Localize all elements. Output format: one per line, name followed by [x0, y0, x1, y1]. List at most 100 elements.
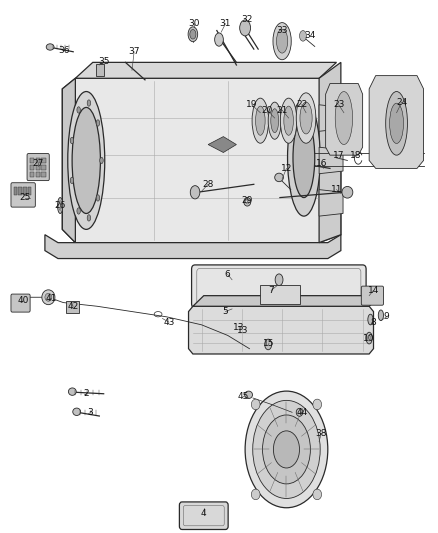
- Text: 41: 41: [46, 294, 57, 303]
- Text: 31: 31: [220, 19, 231, 28]
- Polygon shape: [62, 78, 75, 243]
- Text: 21: 21: [276, 106, 288, 115]
- Ellipse shape: [244, 198, 251, 206]
- Text: 7: 7: [268, 286, 274, 295]
- Bar: [30, 158, 35, 163]
- Bar: [30, 165, 35, 170]
- Ellipse shape: [68, 388, 76, 395]
- Text: 34: 34: [305, 31, 316, 41]
- Polygon shape: [319, 190, 343, 216]
- Text: 26: 26: [54, 201, 66, 210]
- FancyBboxPatch shape: [191, 265, 366, 308]
- Text: 22: 22: [296, 100, 307, 109]
- Text: 24: 24: [396, 98, 407, 107]
- Text: 5: 5: [223, 307, 228, 316]
- Polygon shape: [369, 76, 424, 168]
- Text: 2: 2: [84, 389, 89, 398]
- Text: 32: 32: [242, 15, 253, 25]
- Ellipse shape: [240, 20, 251, 36]
- Ellipse shape: [73, 408, 81, 416]
- Text: 33: 33: [276, 26, 288, 35]
- Ellipse shape: [42, 290, 55, 305]
- Text: 13: 13: [237, 326, 249, 335]
- Bar: [36, 158, 40, 163]
- Ellipse shape: [275, 173, 283, 182]
- Ellipse shape: [265, 339, 272, 350]
- Text: 37: 37: [128, 47, 140, 56]
- Text: 17: 17: [333, 151, 344, 160]
- FancyBboxPatch shape: [180, 502, 228, 529]
- Text: 25: 25: [20, 193, 31, 202]
- Text: 10: 10: [364, 334, 375, 343]
- Text: 9: 9: [384, 312, 389, 321]
- Polygon shape: [193, 296, 380, 306]
- Text: 13: 13: [233, 323, 244, 332]
- Text: 20: 20: [261, 106, 272, 115]
- Polygon shape: [325, 84, 363, 155]
- Ellipse shape: [68, 92, 105, 229]
- Text: 8: 8: [371, 318, 376, 327]
- Ellipse shape: [280, 98, 297, 143]
- Text: 12: 12: [281, 164, 292, 173]
- Text: 44: 44: [296, 408, 307, 417]
- Bar: [42, 158, 46, 163]
- Ellipse shape: [245, 391, 253, 399]
- Ellipse shape: [262, 415, 311, 484]
- Ellipse shape: [87, 215, 91, 221]
- Text: 40: 40: [18, 296, 29, 305]
- Ellipse shape: [46, 44, 54, 50]
- Ellipse shape: [271, 109, 279, 133]
- Ellipse shape: [273, 22, 291, 60]
- Text: 43: 43: [163, 318, 175, 327]
- Text: 4: 4: [201, 508, 207, 518]
- Ellipse shape: [284, 106, 293, 135]
- Ellipse shape: [190, 185, 200, 199]
- Ellipse shape: [70, 177, 74, 183]
- Text: 11: 11: [331, 185, 342, 194]
- Text: 45: 45: [237, 392, 249, 401]
- Ellipse shape: [215, 33, 223, 46]
- Ellipse shape: [296, 93, 316, 143]
- Ellipse shape: [96, 120, 100, 126]
- Ellipse shape: [342, 187, 353, 198]
- FancyBboxPatch shape: [11, 294, 30, 312]
- Polygon shape: [62, 78, 341, 243]
- Ellipse shape: [378, 310, 384, 320]
- Text: 42: 42: [67, 302, 79, 311]
- Ellipse shape: [275, 274, 283, 286]
- Ellipse shape: [240, 22, 248, 34]
- Ellipse shape: [313, 399, 321, 410]
- Ellipse shape: [268, 102, 281, 139]
- Bar: [28, 187, 32, 195]
- Text: 15: 15: [263, 339, 275, 348]
- Polygon shape: [319, 62, 341, 243]
- Text: 38: 38: [315, 429, 327, 438]
- Ellipse shape: [100, 157, 103, 164]
- Bar: [66, 301, 79, 313]
- Ellipse shape: [87, 100, 91, 106]
- Bar: [96, 64, 104, 76]
- Bar: [14, 187, 17, 195]
- Ellipse shape: [251, 489, 260, 500]
- Ellipse shape: [293, 118, 315, 198]
- Text: 18: 18: [350, 151, 362, 160]
- Ellipse shape: [188, 27, 198, 42]
- Text: 6: 6: [225, 270, 230, 279]
- Text: 30: 30: [188, 19, 200, 28]
- Bar: [23, 187, 27, 195]
- Ellipse shape: [251, 399, 260, 410]
- Text: 14: 14: [368, 286, 379, 295]
- Ellipse shape: [300, 30, 307, 41]
- Ellipse shape: [245, 391, 328, 508]
- Polygon shape: [319, 105, 343, 131]
- Ellipse shape: [366, 332, 372, 344]
- Ellipse shape: [255, 106, 265, 135]
- Text: 23: 23: [333, 100, 344, 109]
- Bar: [260, 285, 300, 304]
- Ellipse shape: [335, 92, 353, 144]
- Ellipse shape: [313, 489, 321, 500]
- Ellipse shape: [59, 201, 61, 211]
- Polygon shape: [75, 62, 336, 78]
- Bar: [42, 165, 46, 170]
- Ellipse shape: [253, 400, 320, 498]
